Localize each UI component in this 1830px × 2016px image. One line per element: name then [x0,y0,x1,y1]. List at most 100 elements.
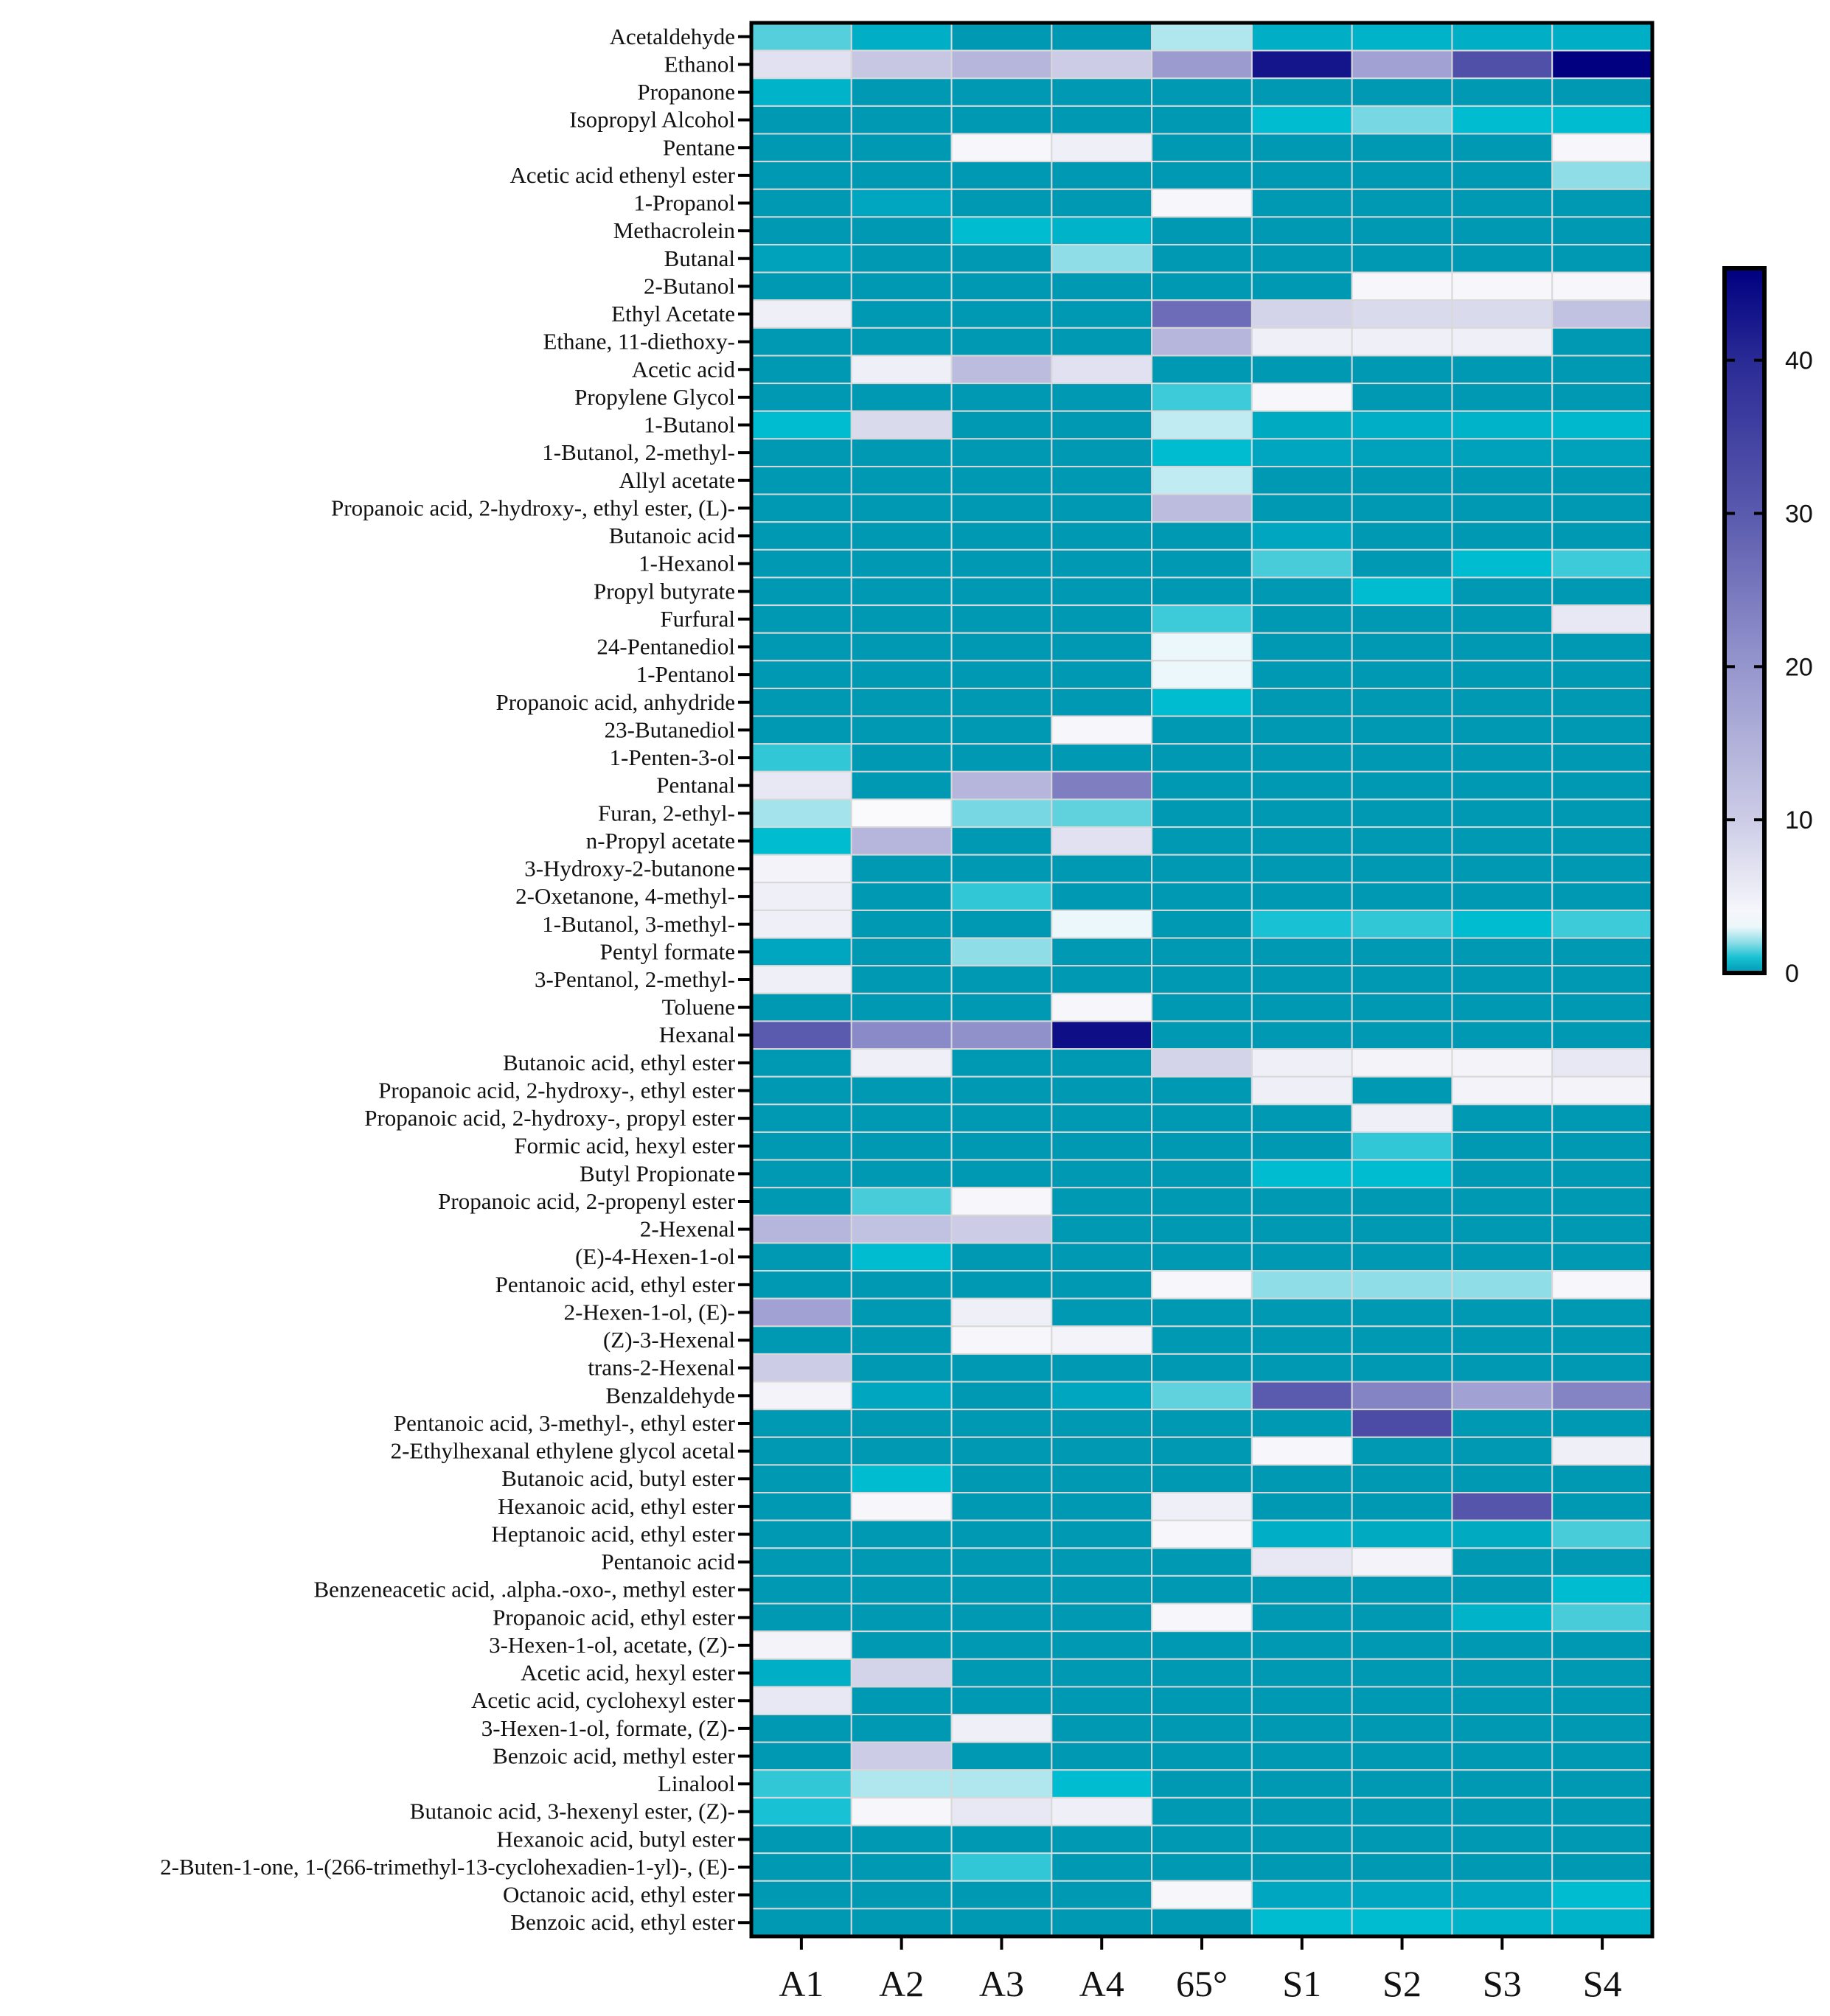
heatmap-cell [1351,1824,1453,1855]
heatmap-cell [1151,715,1253,745]
heatmap-cell [1250,1824,1353,1855]
heatmap-cell [850,1574,953,1605]
heatmap-cell [850,1602,953,1633]
heatmap-cell [1551,1325,1653,1355]
heatmap-cell [850,1741,953,1771]
heatmap-cell [1250,1519,1353,1549]
heatmap-cell [1451,1741,1554,1771]
row-label: Propanoic acid, ethyl ester [493,1604,736,1630]
heatmap-cell [1151,1075,1253,1106]
heatmap-cell [1451,632,1554,662]
heatmap-cell [1551,1075,1653,1106]
heatmap-cell [1151,355,1253,385]
heatmap-cell [1051,355,1153,385]
heatmap-cell [1451,161,1554,190]
row-label: 3-Hexen-1-ol, acetate, (Z)- [489,1632,735,1658]
heatmap-cell [1351,216,1453,245]
heatmap-cell [1351,383,1453,412]
heatmap-cell [751,355,852,385]
heatmap-cell [1250,1796,1353,1827]
heatmap-cell [751,576,852,607]
heatmap-cell [1051,854,1153,884]
heatmap-cell [1451,216,1554,245]
heatmap-cell [1051,882,1153,911]
heatmap-cell [1351,1880,1453,1910]
heatmap-cell [1551,1547,1653,1577]
column-label: A3 [979,1963,1024,2004]
heatmap-cell [751,49,852,80]
heatmap-cell [1551,327,1653,357]
heatmap-cell [950,909,1053,939]
column-label: S4 [1583,1963,1622,2004]
heatmap-cell [1151,1159,1253,1189]
heatmap-cell [1250,299,1353,329]
heatmap-cell [1451,521,1554,551]
heatmap-cell [1250,1187,1353,1216]
heatmap-cell [1351,632,1453,662]
heatmap-cell [1451,1214,1554,1244]
heatmap-cell [1250,188,1353,218]
heatmap-cell [1351,49,1453,80]
column-label: 65° [1176,1963,1228,2004]
heatmap-cell [1151,965,1253,994]
heatmap-cell [1551,1686,1653,1716]
heatmap-cell [1250,770,1353,801]
heatmap-cell [1351,1769,1453,1799]
heatmap-cell [1451,1686,1554,1716]
heatmap-cell [1250,521,1353,551]
heatmap-cell [1351,826,1453,856]
row-label: Isopropyl Alcohol [569,107,735,133]
heatmap-cell [751,1630,852,1660]
heatmap-cell [1051,1741,1153,1771]
heatmap-cell [1351,521,1453,551]
heatmap-cell [1451,1714,1554,1743]
row-label: Ethane, 11-diethoxy- [543,329,735,355]
heatmap-cell [1051,1880,1153,1910]
heatmap-cell [1250,992,1353,1022]
row-label: Pentyl formate [600,938,735,964]
heatmap-cell [1250,1020,1353,1050]
heatmap-cell [1051,22,1153,52]
heatmap-cell [850,1409,953,1438]
heatmap-cell [1451,355,1554,385]
heatmap-cell [850,687,953,717]
heatmap-cell [950,1214,1053,1244]
heatmap-cell [850,1436,953,1466]
heatmap-cell [751,770,852,801]
heatmap-cell [1551,1048,1653,1078]
heatmap-cell [850,1464,953,1494]
heatmap-cell [751,1824,852,1855]
row-label: 2-Buten-1-one, 1-(266-trimethyl-13-cyclo… [160,1854,735,1880]
heatmap-cell [1351,1270,1453,1300]
heatmap-cell [1151,1297,1253,1328]
heatmap-cell [1351,1075,1453,1106]
heatmap-cell [1250,1131,1353,1161]
heatmap-cell [1250,271,1353,301]
heatmap-cell [1051,49,1153,80]
heatmap-cell [1250,465,1353,495]
heatmap-cell [850,632,953,662]
heatmap-cell [1551,770,1653,801]
heatmap-cell [1151,1686,1253,1716]
heatmap-cell [1151,327,1253,357]
heatmap-cell [1151,1464,1253,1494]
heatmap-cell [1051,576,1153,607]
heatmap-cell [1451,22,1554,52]
row-label: (Z)-3-Hexenal [603,1327,735,1353]
heatmap-cell [950,1574,1053,1605]
heatmap-cell [1151,687,1253,717]
heatmap-cell [950,854,1053,884]
heatmap-cell [751,1325,852,1355]
heatmap-cell [1151,798,1253,829]
row-label: Butanoic acid, ethyl ester [503,1050,736,1075]
row-label: 1-Butanol [644,412,735,438]
heatmap-cell [1451,770,1554,801]
heatmap-cell [1051,493,1153,523]
heatmap-cell [1051,438,1153,467]
heatmap-cell [1250,49,1353,80]
row-label: 3-Pentanol, 2-methyl- [535,966,735,992]
heatmap-cell [1151,188,1253,218]
heatmap-cell [1151,1852,1253,1882]
row-label: Propanoic acid, 2-hydroxy-, ethyl ester [378,1077,735,1103]
heatmap-cell [1451,1103,1554,1133]
